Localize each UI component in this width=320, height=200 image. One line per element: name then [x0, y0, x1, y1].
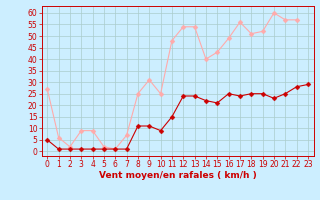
- X-axis label: Vent moyen/en rafales ( km/h ): Vent moyen/en rafales ( km/h ): [99, 171, 256, 180]
